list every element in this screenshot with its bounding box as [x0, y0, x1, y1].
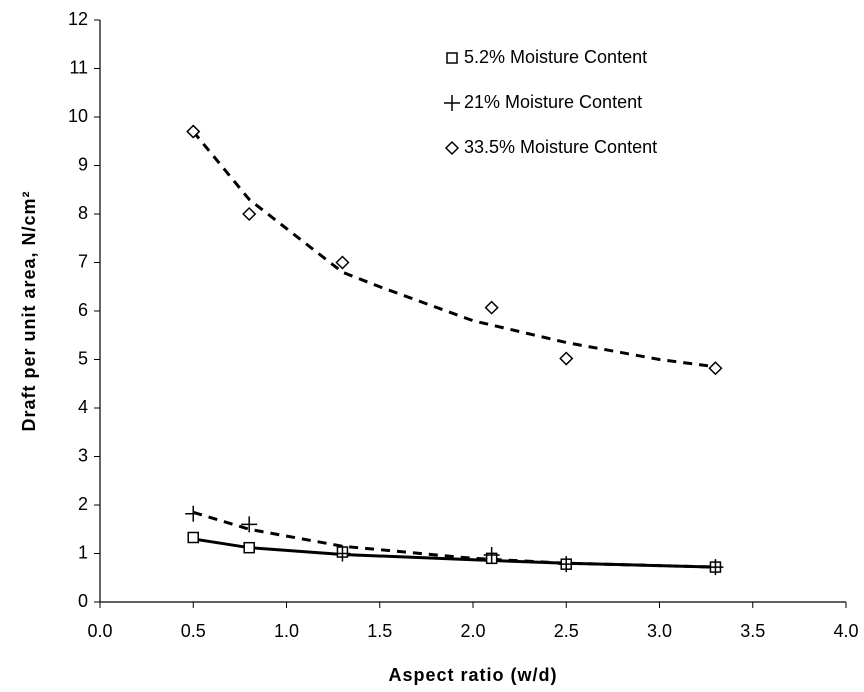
- legend-label: 33.5% Moisture Content: [464, 137, 657, 157]
- marker-plus: [558, 556, 575, 573]
- marker-plus: [483, 546, 500, 563]
- y-tick-label: 10: [68, 106, 88, 126]
- marker-diamond: [186, 124, 201, 139]
- marker-plus: [707, 559, 724, 576]
- trendline: [192, 130, 716, 369]
- y-tick-label: 3: [78, 445, 88, 465]
- x-tick-label: 0.0: [87, 621, 112, 641]
- marker-square: [446, 52, 458, 64]
- y-tick-label: 4: [78, 397, 88, 417]
- y-tick-label: 5: [78, 348, 88, 368]
- marker-plus: [185, 505, 202, 522]
- marker-diamond: [559, 351, 574, 366]
- x-tick-label: 3.0: [647, 621, 672, 641]
- y-tick-label: 12: [68, 9, 88, 29]
- y-tick-label: 9: [78, 154, 88, 174]
- marker-plus: [334, 545, 351, 562]
- legend-label: 5.2% Moisture Content: [464, 47, 647, 67]
- marker-diamond: [484, 300, 499, 315]
- marker-diamond: [335, 255, 350, 270]
- marker-diamond: [708, 361, 723, 376]
- x-tick-label: 1.0: [274, 621, 299, 641]
- x-tick-label: 2.5: [554, 621, 579, 641]
- legend-label: 21% Moisture Content: [464, 92, 642, 112]
- x-tick-label: 2.0: [460, 621, 485, 641]
- x-tick-label: 3.5: [740, 621, 765, 641]
- marker-square: [243, 541, 255, 554]
- marker-diamond: [444, 140, 460, 156]
- x-tick-label: 4.0: [833, 621, 858, 641]
- y-tick-label: 7: [78, 251, 88, 271]
- marker-diamond: [242, 206, 257, 222]
- marker-square: [187, 531, 199, 544]
- marker-plus: [241, 516, 258, 533]
- x-tick-label: 0.5: [181, 621, 206, 641]
- trendline: [192, 510, 716, 569]
- y-tick-label: 0: [78, 591, 88, 611]
- trendline: [193, 537, 716, 569]
- y-tick-label: 8: [78, 203, 88, 223]
- y-tick-label: 11: [69, 57, 88, 77]
- x-tick-label: 1.5: [367, 621, 392, 641]
- y-axis-title: Draft per unit area, N/cm²: [19, 190, 39, 431]
- y-tick-label: 1: [78, 542, 88, 562]
- marker-plus: [444, 95, 460, 111]
- y-tick-label: 2: [78, 494, 88, 514]
- x-axis-title: Aspect ratio (w/d): [388, 665, 557, 685]
- y-tick-label: 6: [78, 300, 88, 320]
